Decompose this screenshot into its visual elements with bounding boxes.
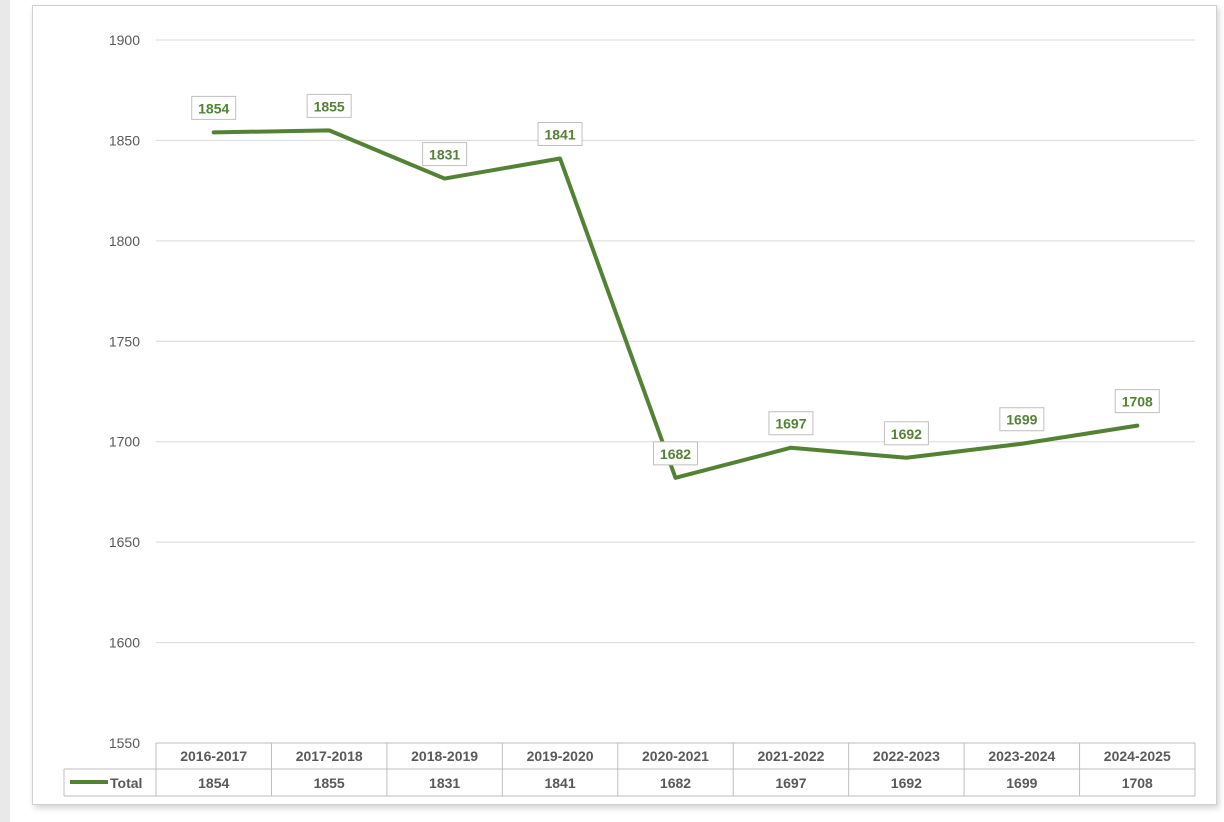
gridlines xyxy=(156,39,1195,644)
y-tick-label: 1550 xyxy=(109,735,140,751)
y-tick-label: 1700 xyxy=(109,434,140,450)
data-label: 1855 xyxy=(314,98,345,114)
x-category-label: 2022-2023 xyxy=(873,748,940,764)
table-value-cell: 1831 xyxy=(429,775,460,791)
table-value-cell: 1855 xyxy=(314,775,345,791)
table-value-cell: 1697 xyxy=(775,775,806,791)
x-category-label: 2016-2017 xyxy=(180,748,247,764)
chart-area xyxy=(32,5,1217,805)
table-value-cell: 1692 xyxy=(891,775,922,791)
x-category-label: 2019-2020 xyxy=(527,748,594,764)
y-axis-tick-labels: 1550 1600 1650 1700 1750 1800 1850 1900 xyxy=(109,32,140,751)
data-label: 1699 xyxy=(1006,412,1037,428)
data-label-box xyxy=(537,122,583,147)
y-tick-label: 1900 xyxy=(109,32,140,48)
x-category-label: 2021-2022 xyxy=(757,748,824,764)
series-line-layer xyxy=(211,128,1140,480)
table-value-cell: 1682 xyxy=(660,775,691,791)
left-edge-bar xyxy=(0,0,10,822)
data-label: 1708 xyxy=(1122,394,1153,410)
x-category-label: 2024-2025 xyxy=(1104,748,1171,764)
data-label-box xyxy=(999,407,1045,432)
data-label-box xyxy=(883,421,929,446)
y-tick-label: 1750 xyxy=(109,333,140,349)
y-tick-label: 1800 xyxy=(109,233,140,249)
series-line-total xyxy=(211,128,1140,480)
data-label-box xyxy=(306,93,352,118)
x-category-label: 2020-2021 xyxy=(642,748,709,764)
x-category-label: 2023-2024 xyxy=(988,748,1055,764)
data-label-box xyxy=(191,95,237,120)
table-value-cell: 1699 xyxy=(1006,775,1037,791)
table-value-cell: 1854 xyxy=(198,775,229,791)
table-value-cell: 1708 xyxy=(1122,775,1153,791)
data-label-box xyxy=(653,441,698,466)
data-label: 1841 xyxy=(544,127,575,143)
data-label: 1682 xyxy=(660,446,691,462)
data-label: 1831 xyxy=(429,147,460,163)
data-label-box xyxy=(1114,389,1160,414)
data-labels: 1854 1855 1831 1841 1682 1697 1692 1699 1708 xyxy=(191,93,1160,466)
data-label-box xyxy=(768,411,814,436)
x-category-label: 2018-2019 xyxy=(411,748,478,764)
y-tick-label: 1650 xyxy=(109,534,140,550)
data-table: 2016-2017 1854 2017-2018 1855 2018-2019 1831 2… xyxy=(63,742,1196,797)
y-tick-label: 1600 xyxy=(109,635,140,651)
data-label: 1692 xyxy=(891,426,922,442)
y-tick-label: 1850 xyxy=(109,132,140,148)
data-label: 1854 xyxy=(198,100,229,116)
x-category-label: 2017-2018 xyxy=(296,748,363,764)
table-value-cell: 1841 xyxy=(544,775,575,791)
data-label-box xyxy=(422,142,468,167)
data-label: 1697 xyxy=(775,416,806,432)
legend-series-name: Total xyxy=(110,775,142,791)
